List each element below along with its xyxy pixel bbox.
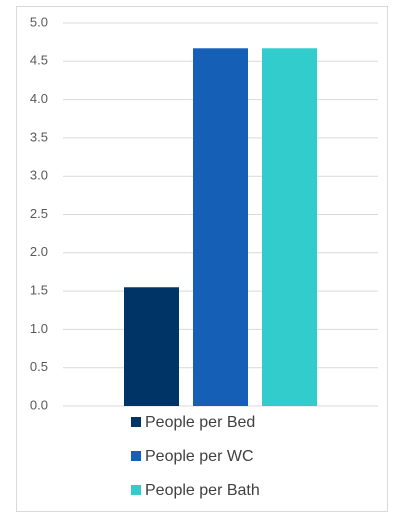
y-tick-label: 2.5 (30, 206, 48, 221)
legend-label: People per Bed (145, 414, 255, 431)
legend-swatch (131, 451, 141, 461)
y-tick-label: 1.0 (30, 321, 48, 336)
y-tick-label: 4.5 (30, 53, 48, 68)
y-tick-label: 3.0 (30, 168, 48, 183)
bar (124, 287, 179, 406)
legend-swatch (131, 485, 141, 495)
legend-label: People per Bath (145, 482, 260, 499)
y-tick-label: 2.0 (30, 244, 48, 259)
legend-label: People per WC (145, 448, 254, 465)
y-tick-label: 0.5 (30, 359, 48, 374)
y-tick-label: 3.5 (30, 129, 48, 144)
bar (262, 48, 317, 406)
bar (193, 48, 248, 406)
legend-swatch (131, 417, 141, 427)
y-tick-label: 5.0 (30, 14, 48, 29)
y-tick-label: 1.5 (30, 283, 48, 298)
y-tick-label: 0.0 (30, 397, 48, 412)
y-tick-label: 4.0 (30, 91, 48, 106)
